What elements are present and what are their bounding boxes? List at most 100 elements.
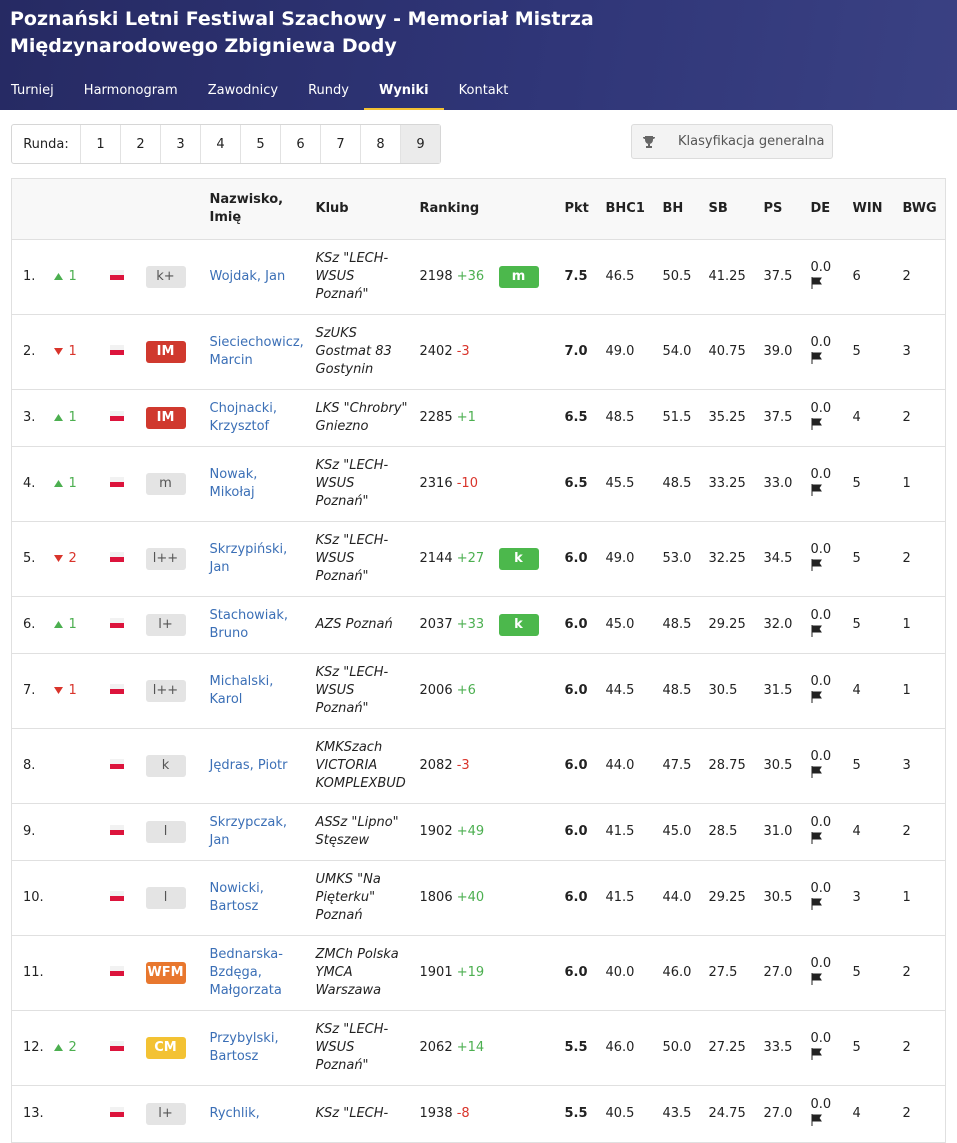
rank-change: 1	[42, 446, 101, 522]
column-header: DE	[810, 201, 831, 216]
flag-cell	[100, 728, 133, 804]
club: KSz "LECH-WSUS Poznań"	[304, 446, 409, 522]
bwg: 3	[891, 314, 946, 390]
ps: 34.5	[752, 521, 800, 597]
rank-change: 1	[42, 596, 101, 654]
nav-item[interactable]: Turniej	[11, 83, 54, 98]
de: 0.0	[810, 749, 832, 764]
nav-item[interactable]: Kontakt	[458, 83, 509, 98]
club: SzUKS Gostmat 83 Gostynin	[304, 314, 409, 390]
flag-pl	[109, 411, 124, 421]
bh: 50.0	[651, 1010, 698, 1086]
bhc1: 44.0	[594, 728, 652, 804]
bwg: 2	[891, 935, 946, 1011]
ranking-cell: 2285 +1	[408, 389, 488, 447]
ranking: 1901	[419, 965, 453, 980]
rank-change: 2	[42, 1010, 101, 1086]
round-button[interactable]: 2	[120, 125, 160, 163]
points: 6.0	[553, 728, 595, 804]
ranking-cell: 2062 +14	[408, 1010, 488, 1086]
flag-cell	[100, 596, 133, 654]
round-label: Runda:	[23, 136, 69, 152]
player-name[interactable]: Stachowiak, Bruno	[209, 608, 289, 641]
player-name[interactable]: Michalski, Karol	[209, 674, 274, 707]
player-name[interactable]: Wojdak, Jan	[209, 269, 286, 284]
flag-icon	[811, 898, 822, 910]
title-cell: k	[132, 728, 199, 804]
de-cell: 0.0	[799, 446, 842, 522]
rank: 2.	[11, 314, 43, 390]
bh: 43.5	[651, 1085, 698, 1143]
norm-cell	[487, 935, 554, 1011]
nav-item[interactable]: Zawodnicy	[207, 83, 279, 98]
ranking: 1938	[419, 1106, 453, 1121]
points: 6.5	[553, 446, 595, 522]
norm-badge: k	[498, 614, 539, 636]
player-name[interactable]: Przybylski, Bartosz	[209, 1031, 279, 1064]
round-button[interactable]: 6	[280, 125, 320, 163]
title-badge: k+	[145, 266, 186, 288]
de: 0.0	[810, 1097, 832, 1112]
player-name[interactable]: Jędras, Piotr	[209, 758, 288, 773]
bhc1: 45.0	[594, 596, 652, 654]
flag-icon	[811, 625, 822, 637]
round-button[interactable]: 1	[80, 125, 120, 163]
ps: 33.5	[752, 1010, 800, 1086]
result-row: 2. 1 IM Sieciechowicz, Marcin SzUKS Gostmat …	[11, 314, 946, 390]
ranking: 2006	[419, 683, 453, 698]
round-button[interactable]: 5	[240, 125, 280, 163]
header-cell	[487, 178, 554, 240]
header-cell: PS	[752, 178, 800, 240]
sb: 32.25	[697, 521, 753, 597]
nav-item[interactable]: Wyniki	[363, 76, 444, 110]
player-name[interactable]: Skrzypiński, Jan	[209, 542, 288, 575]
player-name[interactable]: Bednarska-Bzdęga, Małgorzata	[209, 947, 283, 998]
header-cell	[42, 178, 101, 240]
player-name[interactable]: Sieciechowicz, Marcin	[209, 335, 304, 368]
change: 1	[53, 683, 77, 698]
change-value: 1	[68, 344, 77, 359]
title-cell: l	[132, 860, 199, 936]
round-button[interactable]: 7	[320, 125, 360, 163]
flag-pl	[109, 270, 124, 280]
de-flag	[811, 277, 842, 295]
de-cell: 0.0	[799, 1085, 842, 1143]
round-button[interactable]: 4	[200, 125, 240, 163]
norm-cell	[487, 389, 554, 447]
flag-cell	[100, 860, 133, 936]
round-button[interactable]: 9	[400, 125, 440, 163]
round-button[interactable]: 8	[360, 125, 400, 163]
flag-cell	[100, 935, 133, 1011]
nav-item[interactable]: Harmonogram	[83, 83, 178, 98]
de-cell: 0.0	[799, 803, 842, 861]
player-name[interactable]: Chojnacki, Krzysztof	[209, 401, 278, 434]
ranking-cell: 2316 -10	[408, 446, 488, 522]
column-header: Ranking	[419, 201, 480, 216]
ranking: 1806	[419, 890, 453, 905]
de-cell: 0.0	[799, 860, 842, 936]
win: 5	[841, 446, 892, 522]
name-cell: Przybylski, Bartosz	[198, 1010, 305, 1086]
bh: 48.5	[651, 596, 698, 654]
round-button[interactable]: 3	[160, 125, 200, 163]
header-cell	[132, 178, 199, 240]
de-cell: 0.0	[799, 653, 842, 729]
ranking-change: +6	[456, 683, 476, 698]
column-header: WIN	[852, 201, 883, 216]
general-classification-button[interactable]: Klasyfikacja generalna	[631, 124, 833, 159]
player-name[interactable]: Nowicki, Bartosz	[209, 881, 264, 914]
column-header: BHC1	[605, 201, 645, 216]
bwg: 2	[891, 389, 946, 447]
title-cell: l+	[132, 596, 199, 654]
change-value: 2	[68, 551, 77, 566]
win: 5	[841, 521, 892, 597]
player-name[interactable]: Rychlik,	[209, 1106, 260, 1121]
nav-item[interactable]: Rundy	[308, 83, 349, 98]
player-name[interactable]: Skrzypczak, Jan	[209, 815, 288, 848]
ranking-change: +14	[456, 1040, 485, 1055]
rank: 10.	[11, 860, 44, 936]
title-badge: l+	[145, 614, 186, 636]
player-name[interactable]: Nowak, Mikołaj	[209, 467, 258, 500]
rank: 13.	[11, 1085, 44, 1143]
